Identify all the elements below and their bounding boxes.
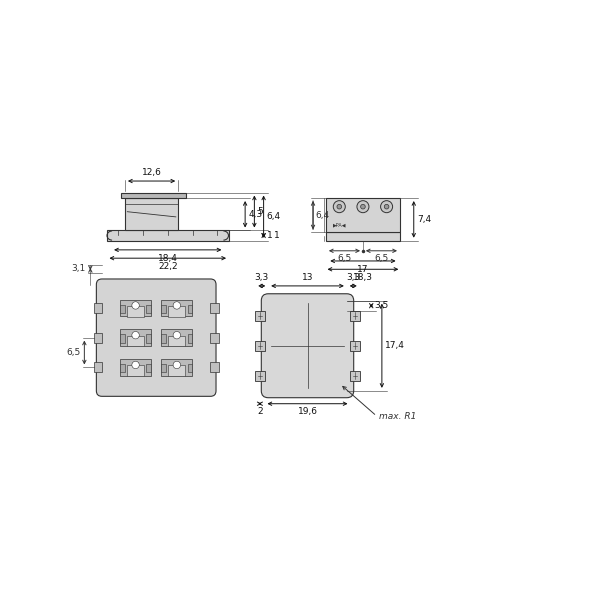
Text: 3,1: 3,1 <box>71 265 86 274</box>
Text: 5: 5 <box>257 207 263 216</box>
Bar <box>120 359 151 376</box>
Circle shape <box>173 361 181 368</box>
Bar <box>120 329 151 346</box>
Bar <box>350 371 360 381</box>
Bar <box>188 305 192 313</box>
Text: 6,5: 6,5 <box>67 348 80 357</box>
Bar <box>94 303 102 313</box>
Bar <box>169 335 185 346</box>
Bar <box>326 232 400 241</box>
Bar <box>350 341 360 351</box>
Text: 12,6: 12,6 <box>142 169 161 178</box>
Text: 18,3: 18,3 <box>353 273 373 282</box>
Text: 4,3: 4,3 <box>248 210 262 219</box>
Bar <box>161 359 192 376</box>
Bar <box>161 334 166 343</box>
Bar <box>127 306 144 317</box>
Bar <box>120 334 125 343</box>
Bar <box>211 332 219 343</box>
Text: 3,3: 3,3 <box>346 273 361 282</box>
Circle shape <box>337 205 341 209</box>
Circle shape <box>173 331 181 339</box>
Bar <box>350 311 360 321</box>
Text: 1: 1 <box>274 231 280 240</box>
Bar <box>120 305 125 313</box>
Circle shape <box>361 205 365 209</box>
Circle shape <box>173 302 181 309</box>
Bar <box>161 300 192 316</box>
Bar <box>326 198 400 232</box>
Text: ▶PA◀: ▶PA◀ <box>333 222 346 227</box>
Bar <box>127 335 144 346</box>
Bar <box>211 362 219 373</box>
Bar <box>146 364 151 373</box>
Circle shape <box>357 200 369 212</box>
Bar <box>161 329 192 346</box>
Bar <box>169 365 185 376</box>
Text: 3,5: 3,5 <box>374 301 389 310</box>
Text: 6,4: 6,4 <box>267 212 281 221</box>
Bar <box>146 334 151 343</box>
Text: 7,4: 7,4 <box>417 215 431 224</box>
Bar <box>211 303 219 313</box>
Bar <box>255 371 265 381</box>
Bar <box>161 305 166 313</box>
Circle shape <box>132 331 139 339</box>
Text: 6,4: 6,4 <box>315 211 329 220</box>
FancyBboxPatch shape <box>261 294 354 398</box>
Text: 1: 1 <box>267 231 272 240</box>
Circle shape <box>132 361 139 368</box>
Bar <box>255 341 265 351</box>
FancyBboxPatch shape <box>97 279 216 397</box>
Bar <box>107 230 229 241</box>
Circle shape <box>384 205 389 209</box>
Bar <box>188 334 192 343</box>
Bar <box>94 332 102 343</box>
Circle shape <box>333 200 345 212</box>
Text: 17,4: 17,4 <box>385 341 405 350</box>
Polygon shape <box>121 193 187 198</box>
Text: 6,5: 6,5 <box>374 254 389 263</box>
Text: 17: 17 <box>357 265 368 274</box>
Text: 18,4: 18,4 <box>158 254 178 263</box>
Bar <box>120 364 125 373</box>
Text: 2: 2 <box>257 407 263 416</box>
Text: 13: 13 <box>302 273 313 282</box>
Bar <box>94 362 102 373</box>
Bar <box>127 365 144 376</box>
Bar <box>161 364 166 373</box>
Circle shape <box>380 200 392 212</box>
Text: 6,5: 6,5 <box>337 254 352 263</box>
Text: 22,2: 22,2 <box>158 262 178 271</box>
Bar <box>120 300 151 316</box>
Bar <box>125 198 178 230</box>
Bar <box>146 305 151 313</box>
Text: 19,6: 19,6 <box>298 407 317 416</box>
Bar <box>188 364 192 373</box>
Bar <box>169 306 185 317</box>
Text: max. R1: max. R1 <box>379 412 416 421</box>
Text: 3,3: 3,3 <box>254 273 269 282</box>
Bar <box>255 311 265 321</box>
Circle shape <box>132 302 139 309</box>
